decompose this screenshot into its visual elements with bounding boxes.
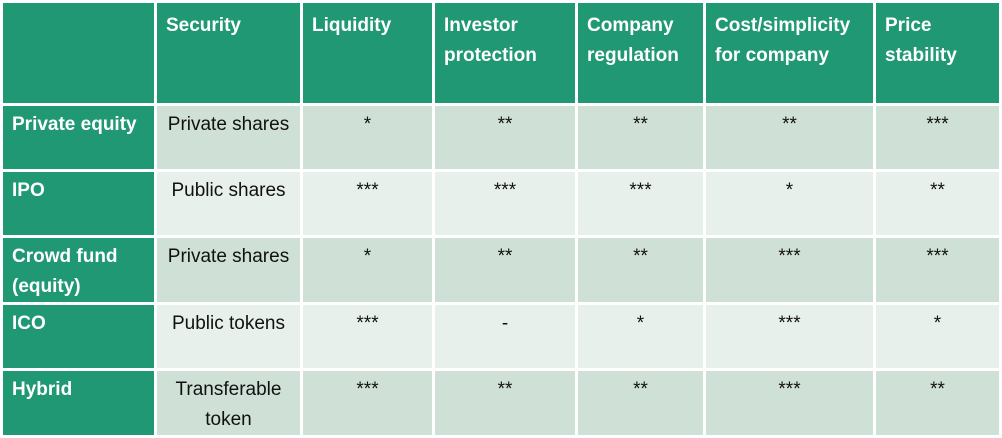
table-row: ICO Public tokens *** - * *** * [0,302,1002,371]
cost-simplicity-cell: *** [703,368,876,438]
cost-simplicity-cell: * [703,169,876,238]
liquidity-cell: * [300,235,435,305]
price-stability-cell: * [873,302,1002,371]
row-label: IPO [0,169,157,238]
company-regulation-cell: *** [575,169,706,238]
price-stability-cell: *** [873,235,1002,305]
header-corner [0,0,157,106]
row-label: Hybrid [0,368,157,438]
investor-protection-cell: ** [432,235,578,305]
investor-protection-cell: ** [432,368,578,438]
security-cell: Private shares [154,235,303,305]
header-row: Security Liquidity Investor protection C… [0,0,1002,106]
cost-simplicity-cell: ** [703,103,876,172]
security-cell: Public tokens [154,302,303,371]
company-regulation-cell: ** [575,103,706,172]
cost-simplicity-cell: *** [703,302,876,371]
price-stability-cell: *** [873,103,1002,172]
liquidity-cell: * [300,103,435,172]
header-price-stability: Price stability [873,0,1002,106]
security-cell: Private shares [154,103,303,172]
security-cell: Transferable token [154,368,303,438]
header-security: Security [154,0,303,106]
security-cell: Public shares [154,169,303,238]
liquidity-cell: *** [300,302,435,371]
cost-simplicity-cell: *** [703,235,876,305]
table-row: Hybrid Transferable token *** ** ** *** … [0,368,1002,438]
price-stability-cell: ** [873,368,1002,438]
investor-protection-cell: *** [432,169,578,238]
header-investor-protection: Investor protection [432,0,578,106]
row-label: ICO [0,302,157,371]
liquidity-cell: *** [300,169,435,238]
header-cost-simplicity: Cost/simplicity for company [703,0,876,106]
company-regulation-cell: * [575,302,706,371]
row-label: Private equity [0,103,157,172]
header-company-regulation: Company regulation [575,0,706,106]
company-regulation-cell: ** [575,235,706,305]
table-row: Crowd fund (equity) Private shares * ** … [0,235,1002,305]
header-liquidity: Liquidity [300,0,435,106]
liquidity-cell: *** [300,368,435,438]
company-regulation-cell: ** [575,368,706,438]
investor-protection-cell: - [432,302,578,371]
price-stability-cell: ** [873,169,1002,238]
table-row: Private equity Private shares * ** ** **… [0,103,1002,172]
row-label: Crowd fund (equity) [0,235,157,305]
investor-protection-cell: ** [432,103,578,172]
table-row: IPO Public shares *** *** *** * ** [0,169,1002,238]
